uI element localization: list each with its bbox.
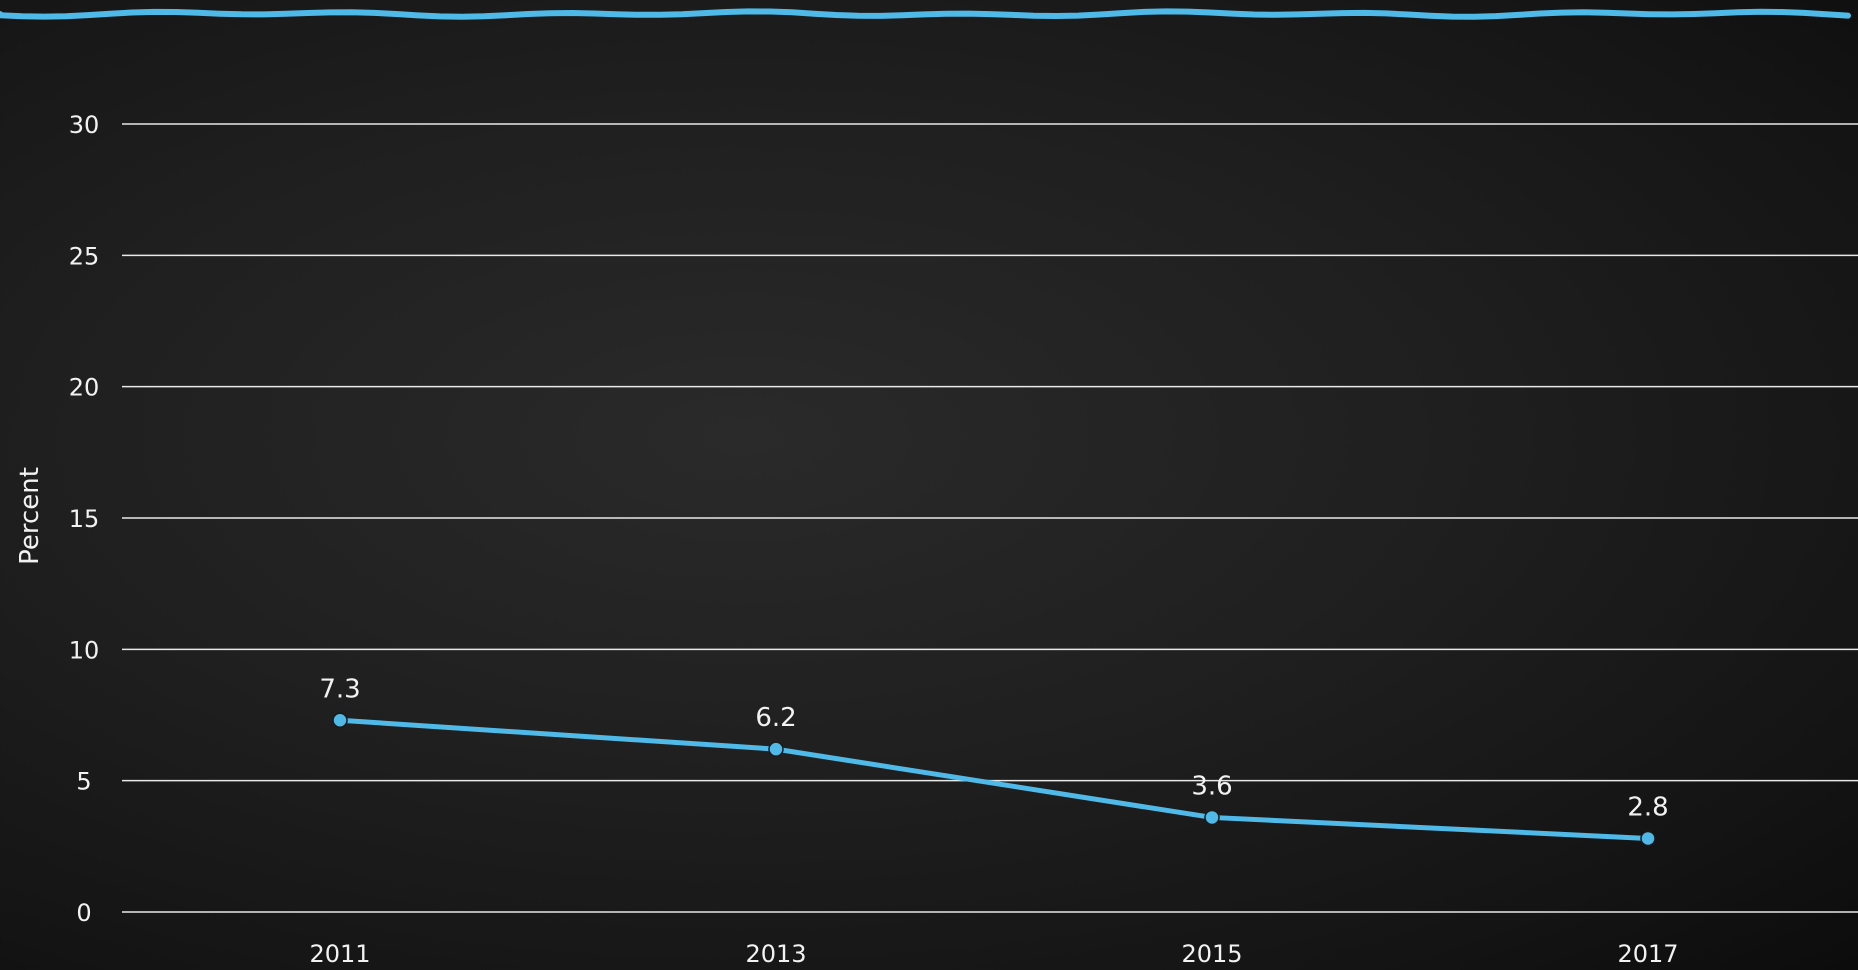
- top-chalk-stroke: [0, 8, 1851, 20]
- y-tick-label: 0: [76, 899, 91, 927]
- data-point: [332, 712, 348, 729]
- data-point: [768, 741, 784, 757]
- y-tick-label: 30: [69, 111, 100, 139]
- y-axis-label: Percent: [15, 467, 45, 565]
- data-label: 6.2: [755, 703, 796, 733]
- data-labels: 7.3 6.2 3.6 2.8: [319, 674, 1668, 822]
- y-tick-label: 25: [69, 242, 100, 270]
- gridlines: [122, 123, 1858, 913]
- y-tick-label: 5: [76, 768, 91, 796]
- y-tick-label: 10: [69, 636, 100, 664]
- y-axis-ticks: 0 5 10 15 20 25 30: [69, 111, 100, 927]
- x-tick-label: 2017: [1617, 940, 1678, 968]
- y-tick-label: 15: [69, 505, 100, 533]
- x-axis-ticks: 2011 2013 2015 2017: [309, 940, 1678, 968]
- data-label: 2.8: [1627, 792, 1668, 822]
- x-tick-label: 2013: [745, 940, 806, 968]
- x-tick-label: 2015: [1181, 940, 1242, 968]
- y-tick-label: 20: [69, 374, 100, 402]
- data-label: 3.6: [1191, 771, 1232, 801]
- data-point: [1204, 809, 1220, 826]
- series-line: [337, 717, 1651, 841]
- data-label: 7.3: [319, 674, 360, 704]
- x-tick-label: 2011: [309, 940, 370, 968]
- data-points: [332, 712, 1656, 847]
- top-chalk-line: [0, 8, 1851, 20]
- series-path: [337, 717, 1651, 841]
- data-point: [1640, 830, 1656, 847]
